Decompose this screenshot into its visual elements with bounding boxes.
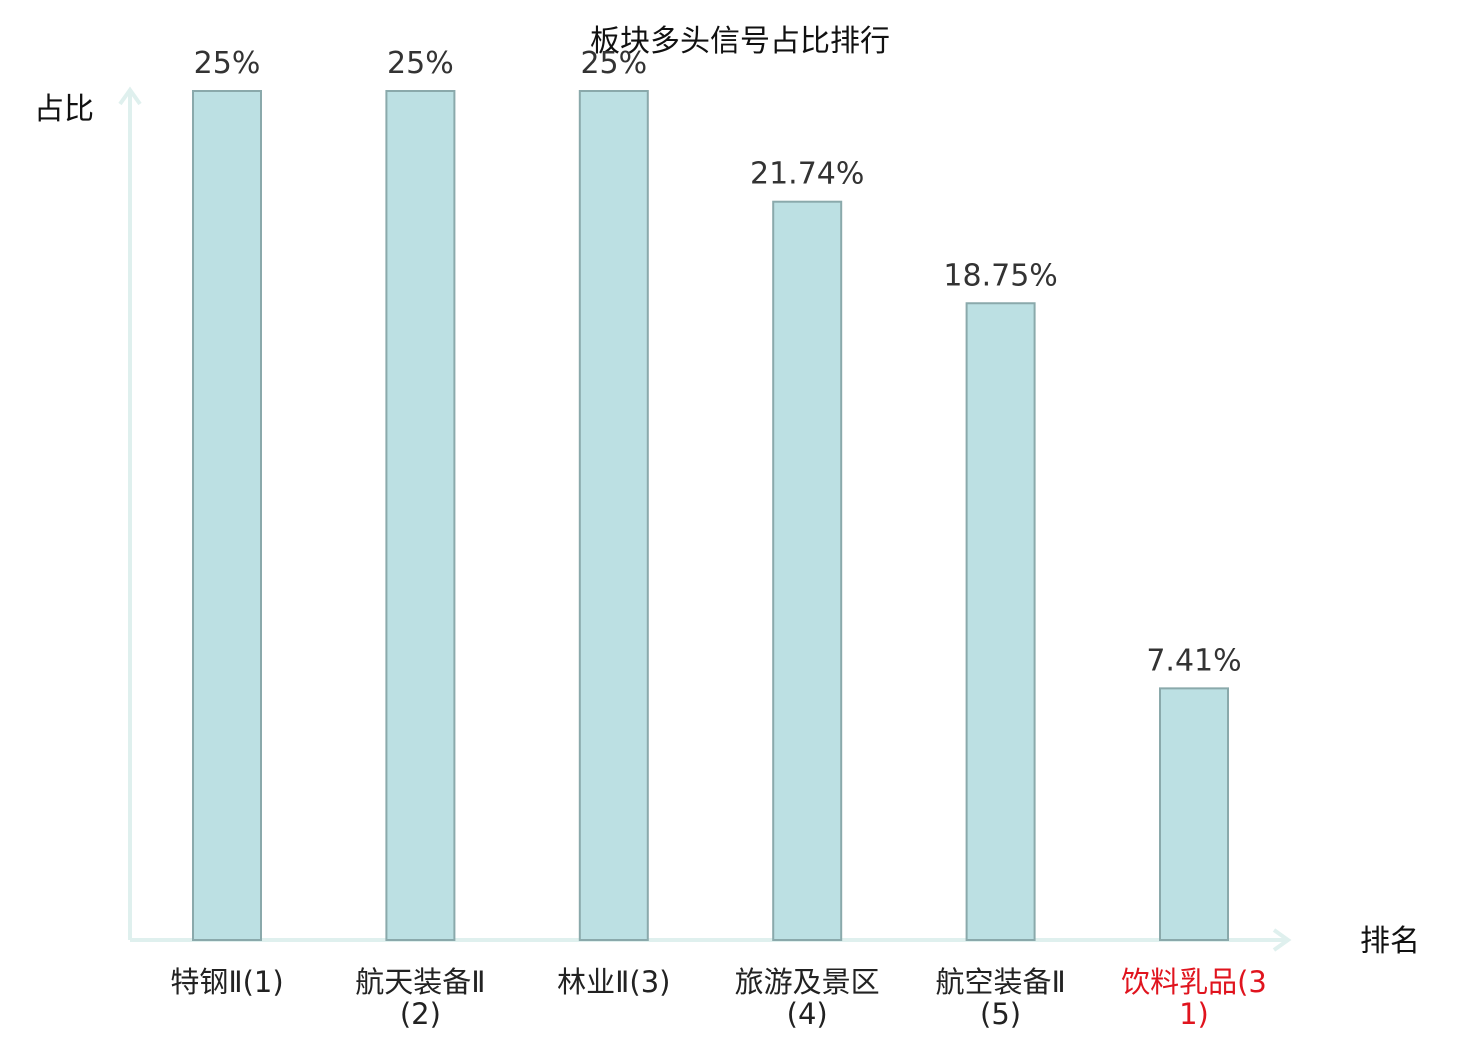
bar <box>385 90 456 941</box>
category-label: 林业Ⅱ(3) <box>557 965 671 999</box>
value-label: 18.75% <box>943 258 1057 293</box>
value-label: 25% <box>194 46 261 81</box>
value-label: 25% <box>580 46 647 81</box>
x-axis-arrow <box>1272 928 1292 952</box>
category-label: 旅游及景区(4) <box>734 965 880 1031</box>
y-axis-arrow <box>118 86 142 106</box>
bar <box>772 200 843 941</box>
chart-title: 板块多头信号占比排行 <box>590 24 890 59</box>
bar <box>965 302 1036 941</box>
bar <box>578 90 649 941</box>
value-label: 25% <box>387 46 454 81</box>
category-label: 航空装备Ⅱ(5) <box>935 965 1066 1031</box>
y-axis-label: 占比 <box>34 92 94 127</box>
category-label: 航天装备Ⅱ(2) <box>355 965 486 1031</box>
bar <box>1159 687 1229 941</box>
value-label: 21.74% <box>750 157 864 192</box>
bar <box>192 90 262 941</box>
x-axis-label: 排名 <box>1360 924 1420 959</box>
category-label: 饮料乳品(31) <box>1121 965 1267 1031</box>
category-label: 特钢Ⅱ(1) <box>170 965 284 999</box>
value-label: 7.41% <box>1146 643 1241 678</box>
